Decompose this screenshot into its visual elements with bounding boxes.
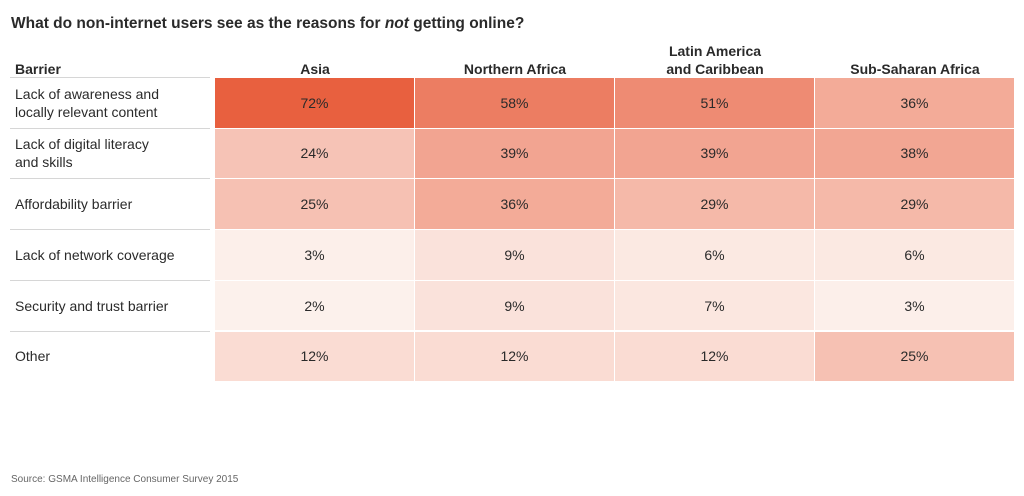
row-label-line: Lack of digital literacy (15, 136, 149, 153)
row-label-line: Lack of network coverage (15, 246, 175, 263)
heatmap-cell: 29% (815, 179, 1014, 229)
row-label-text: Lack of network coverage (15, 246, 175, 264)
column-header-1: Northern Africa (415, 60, 615, 78)
heatmap-cell: 24% (215, 128, 414, 179)
heatmap-cell: 6% (815, 230, 1014, 280)
row-label-line: Other (15, 348, 51, 365)
row-label-text: Affordability barrier (15, 195, 132, 213)
heatmap-cell: 58% (415, 78, 614, 128)
row-label-text: Security and trust barrier (15, 297, 168, 315)
barrier-column-header: Barrier (15, 61, 61, 77)
row-label-text: Other (15, 347, 50, 365)
title-emphasis: not (384, 15, 409, 32)
row-label: Lack of network coverage (15, 230, 205, 280)
row-divider (10, 77, 210, 78)
row-divider (10, 178, 210, 180)
row-label: Other (15, 332, 205, 382)
column-header-3: Sub-Saharan Africa (815, 60, 1015, 78)
heatmap-cell: 25% (215, 179, 414, 229)
heatmap-cell: 3% (215, 230, 414, 280)
heatmap-cell: 72% (215, 78, 414, 128)
row-label-line: locally relevant content (15, 103, 158, 120)
column-header-0: Asia (215, 60, 415, 78)
row-label-line: and skills (15, 154, 73, 171)
row-label-text: Lack of digital literacy and skills (15, 135, 149, 171)
title-suffix: getting online? (408, 15, 525, 32)
heatmap-cell: 9% (415, 280, 614, 331)
row-divider (10, 279, 210, 281)
heatmap-cell: 9% (415, 230, 614, 280)
row-label-line: Lack of awareness and (15, 85, 159, 102)
heatmap-cell: 25% (815, 331, 1014, 381)
heatmap-cell: 51% (615, 78, 814, 128)
row-label: Lack of digital literacy and skills (15, 129, 205, 179)
row-label: Security and trust barrier (15, 281, 205, 331)
heatmap-cell: 7% (615, 280, 814, 331)
row-label-text: Lack of awareness and locally relevant co… (15, 85, 159, 121)
row-label: Affordability barrier (15, 179, 205, 229)
chart-title: What do non-internet users see as the re… (11, 15, 524, 33)
column-header-line: Sub-Saharan Africa (850, 61, 980, 77)
heatmap-cell: 6% (615, 230, 814, 280)
row-label: Lack of awareness and locally relevant co… (15, 78, 205, 128)
row-divider (10, 229, 210, 231)
row-divider (10, 127, 210, 129)
title-prefix: What do non-internet users see as the re… (11, 15, 385, 32)
row-label-line: Affordability barrier (15, 196, 133, 213)
heatmap-cell: 29% (615, 179, 814, 229)
column-header-line: Asia (300, 61, 330, 77)
heatmap-cell: 36% (815, 78, 1014, 128)
column-header-line: Northern Africa (463, 61, 567, 77)
column-header-line: Latin America (668, 43, 762, 59)
heatmap-cell: 12% (615, 331, 814, 381)
row-label-line: Security and trust barrier (15, 297, 169, 314)
heatmap-cell: 2% (215, 280, 414, 331)
column-header-line: and Caribbean (666, 61, 764, 77)
heatmap-cell: 12% (415, 331, 614, 381)
heatmap-cell: 39% (615, 128, 814, 179)
heatmap-cell: 39% (415, 128, 614, 179)
row-divider (10, 330, 210, 332)
source-note: Source: GSMA Intelligence Consumer Surve… (11, 474, 239, 485)
column-header-2: Latin America and Caribbean (615, 42, 815, 78)
heatmap-cell: 3% (815, 280, 1014, 331)
heatmap-cell: 12% (215, 331, 414, 381)
heatmap-cell: 38% (815, 128, 1014, 179)
heatmap-cell: 36% (415, 179, 614, 229)
